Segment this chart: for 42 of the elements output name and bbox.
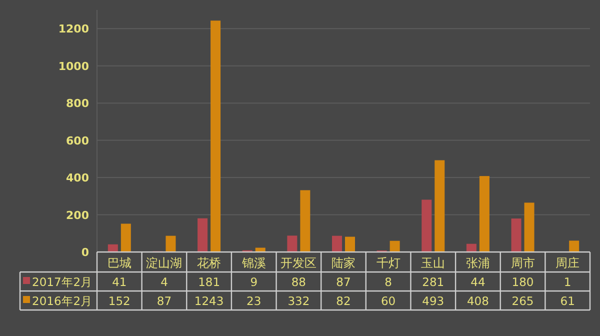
data-label: 8 — [384, 275, 392, 289]
x-tick-label: 玉山 — [421, 256, 446, 270]
x-tick-label: 周市 — [510, 256, 535, 270]
y-tick-label: 800 — [66, 97, 90, 110]
y-tick-label: 400 — [66, 172, 90, 185]
y-tick-label: 200 — [66, 208, 90, 222]
data-label: 265 — [512, 294, 534, 308]
data-label: 44 — [470, 275, 486, 289]
y-tick-label: 1200 — [58, 22, 90, 36]
data-label: 87 — [156, 294, 172, 308]
x-tick-label: 开发区 — [280, 256, 317, 270]
data-label: 61 — [560, 294, 575, 308]
data-label: 181 — [198, 275, 220, 289]
y-tick-label: 0 — [81, 246, 90, 259]
data-label: 9 — [250, 275, 258, 289]
data-label: 281 — [422, 275, 444, 289]
data-label: 23 — [246, 294, 262, 308]
data-label: 493 — [422, 294, 444, 308]
data-label: 152 — [108, 294, 130, 308]
legend-label: 2016年2月 — [32, 294, 93, 308]
data-label: 88 — [291, 275, 306, 289]
x-tick-label: 花桥 — [197, 256, 222, 270]
x-tick-label: 千灯 — [376, 256, 400, 270]
data-label: 82 — [336, 294, 351, 308]
x-tick-label: 锦溪 — [240, 256, 266, 270]
x-tick-label: 陆家 — [332, 256, 356, 270]
y-tick-label: 600 — [66, 134, 90, 148]
x-tick-label: 张浦 — [466, 256, 490, 270]
x-tick-label: 巴城 — [107, 256, 132, 270]
data-label: 4 — [160, 275, 168, 289]
data-label: 180 — [512, 275, 534, 289]
y-tick-label: 1000 — [58, 60, 90, 73]
x-tick-label: 周庄 — [556, 256, 580, 270]
data-label: 41 — [112, 275, 127, 289]
data-label: 332 — [288, 294, 310, 308]
data-label: 87 — [336, 275, 351, 289]
legend-label: 2017年2月 — [32, 275, 93, 289]
x-tick-label: 淀山湖 — [146, 256, 182, 270]
data-label: 1243 — [194, 294, 224, 308]
data-label: 408 — [466, 294, 489, 308]
data-label: 60 — [381, 294, 396, 308]
data-label: 1 — [564, 275, 572, 289]
